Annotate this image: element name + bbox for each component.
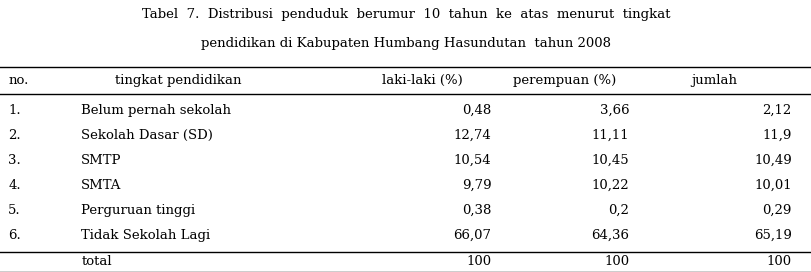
Text: total: total [81,255,112,268]
Text: 10,45: 10,45 [591,154,629,167]
Text: 100: 100 [766,255,791,268]
Text: 0,2: 0,2 [607,204,629,217]
Text: 0,38: 0,38 [461,204,491,217]
Text: perempuan (%): perempuan (%) [512,74,616,87]
Text: 64,36: 64,36 [590,229,629,242]
Text: 10,49: 10,49 [753,154,791,167]
Text: 1.: 1. [8,104,21,117]
Text: Perguruan tinggi: Perguruan tinggi [81,204,195,217]
Text: 2.: 2. [8,129,21,142]
Text: 65,19: 65,19 [753,229,791,242]
Text: 10,22: 10,22 [591,179,629,192]
Text: Sekolah Dasar (SD): Sekolah Dasar (SD) [81,129,212,142]
Text: 0,29: 0,29 [762,204,791,217]
Text: 10,54: 10,54 [453,154,491,167]
Text: 11,9: 11,9 [762,129,791,142]
Text: 3,66: 3,66 [599,104,629,117]
Text: pendidikan di Kabupaten Humbang Hasundutan  tahun 2008: pendidikan di Kabupaten Humbang Hasundut… [201,37,610,50]
Text: 0,48: 0,48 [461,104,491,117]
Text: 100: 100 [466,255,491,268]
Text: Tidak Sekolah Lagi: Tidak Sekolah Lagi [81,229,210,242]
Text: 66,07: 66,07 [453,229,491,242]
Text: tingkat pendidikan: tingkat pendidikan [115,74,242,87]
Text: SMTP: SMTP [81,154,122,167]
Text: 9,79: 9,79 [461,179,491,192]
Text: no.: no. [8,74,28,87]
Text: 6.: 6. [8,229,21,242]
Text: 100: 100 [603,255,629,268]
Text: laki-laki (%): laki-laki (%) [381,74,462,87]
Text: 12,74: 12,74 [453,129,491,142]
Text: 4.: 4. [8,179,21,192]
Text: Belum pernah sekolah: Belum pernah sekolah [81,104,231,117]
Text: 11,11: 11,11 [591,129,629,142]
Text: 10,01: 10,01 [753,179,791,192]
Text: Tabel  7.  Distribusi  penduduk  berumur  10  tahun  ke  atas  menurut  tingkat: Tabel 7. Distribusi penduduk berumur 10 … [142,8,669,21]
Text: SMTA: SMTA [81,179,122,192]
Text: 2,12: 2,12 [762,104,791,117]
Text: 5.: 5. [8,204,21,217]
Text: jumlah: jumlah [691,74,736,87]
Text: 3.: 3. [8,154,21,167]
